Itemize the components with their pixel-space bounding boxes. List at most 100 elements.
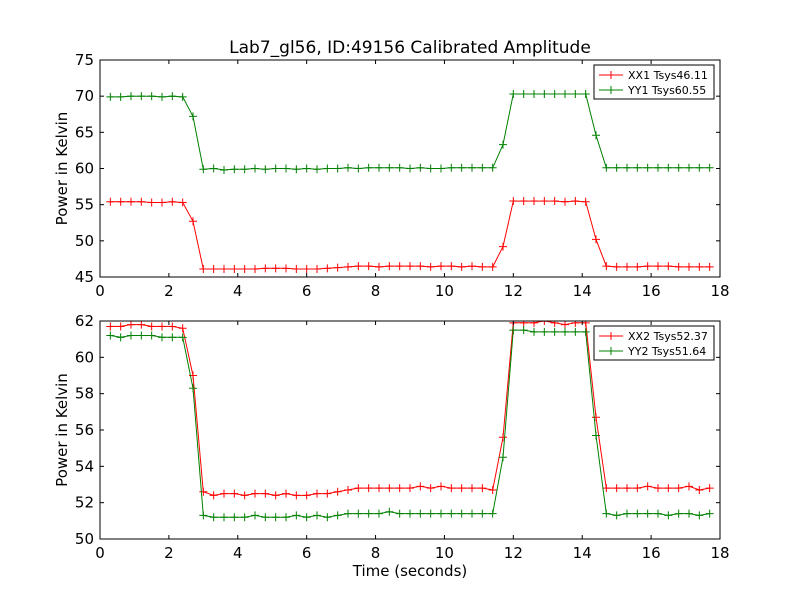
data-point xyxy=(116,333,125,342)
data-point xyxy=(592,431,600,440)
data-point xyxy=(654,484,662,493)
data-point xyxy=(364,484,373,493)
data-point xyxy=(685,482,693,491)
data-point xyxy=(416,163,425,172)
data-point xyxy=(158,333,166,342)
data-point xyxy=(468,163,476,172)
x-tick-label: 2 xyxy=(164,282,174,300)
data-point xyxy=(488,262,497,271)
data-point xyxy=(623,262,631,271)
x-tick-label: 10 xyxy=(435,282,454,300)
y-tick-label: 58 xyxy=(75,385,94,403)
x-tick-label: 2 xyxy=(164,544,174,562)
data-point xyxy=(623,163,631,172)
data-point xyxy=(271,164,280,173)
data-point xyxy=(654,163,662,172)
figure-title: Lab7_gl56, ID:49156 Calibrated Amplitude xyxy=(229,38,591,58)
data-point xyxy=(178,333,187,342)
data-point xyxy=(602,509,611,518)
data-point xyxy=(499,140,507,149)
data-point xyxy=(385,507,394,516)
data-point xyxy=(550,197,559,206)
legend-marker xyxy=(607,347,615,355)
data-point xyxy=(127,92,135,101)
data-point xyxy=(447,484,456,493)
x-tick-label: 10 xyxy=(435,544,454,562)
x-tick-label: 8 xyxy=(371,544,381,562)
data-point xyxy=(251,489,259,498)
data-point xyxy=(147,198,156,207)
data-point xyxy=(333,511,342,520)
data-point xyxy=(602,484,611,493)
data-point xyxy=(612,163,621,172)
data-point xyxy=(168,322,177,331)
data-point xyxy=(457,484,466,493)
data-point xyxy=(344,485,352,494)
data-point xyxy=(499,453,507,462)
data-point xyxy=(137,197,146,206)
data-point xyxy=(406,262,414,271)
data-point xyxy=(282,264,290,273)
data-point xyxy=(499,433,507,442)
data-point xyxy=(292,511,301,520)
data-point xyxy=(292,165,301,174)
data-point xyxy=(137,321,146,329)
data-point xyxy=(364,509,373,518)
data-point xyxy=(447,262,456,271)
data-point xyxy=(375,484,383,493)
data-point xyxy=(261,264,270,273)
data-point xyxy=(705,163,714,172)
data-point xyxy=(633,509,642,518)
data-point xyxy=(302,491,311,500)
data-point xyxy=(426,164,435,173)
data-point xyxy=(189,217,197,226)
data-point xyxy=(426,484,435,493)
data-point xyxy=(292,491,301,500)
data-point xyxy=(240,513,249,522)
data-point xyxy=(468,484,476,493)
data-point xyxy=(230,489,239,498)
data-point xyxy=(344,262,352,271)
data-point xyxy=(457,262,466,271)
legend-box xyxy=(593,325,715,361)
data-point xyxy=(685,262,693,271)
data-point xyxy=(643,262,652,271)
data-point xyxy=(581,89,590,98)
data-point xyxy=(364,262,373,271)
data-point xyxy=(168,197,177,206)
data-point xyxy=(664,484,673,493)
data-point xyxy=(561,327,569,336)
series-layer xyxy=(106,321,714,522)
data-point xyxy=(478,509,487,518)
data-point xyxy=(468,262,476,271)
data-point xyxy=(540,327,549,336)
data-point xyxy=(581,197,590,206)
data-point xyxy=(395,509,404,518)
data-point xyxy=(519,326,528,335)
data-point xyxy=(695,163,704,172)
data-point xyxy=(354,484,363,493)
data-point xyxy=(612,484,621,493)
data-point xyxy=(261,489,270,498)
x-tick-label: 14 xyxy=(573,282,592,300)
data-point xyxy=(354,262,363,271)
y-axis-label: Power in Kelvin xyxy=(53,112,71,226)
data-point xyxy=(137,92,146,101)
x-tick-label: 18 xyxy=(710,282,729,300)
data-point xyxy=(199,487,208,496)
data-point xyxy=(292,265,301,274)
data-point xyxy=(137,331,146,340)
data-point xyxy=(251,511,259,520)
data-point xyxy=(437,262,445,271)
data-point xyxy=(695,485,704,494)
x-axis-label: Time (seconds) xyxy=(352,562,468,580)
data-point xyxy=(127,197,135,206)
data-point xyxy=(540,321,549,325)
data-point xyxy=(323,264,332,273)
data-point xyxy=(116,322,125,331)
data-point xyxy=(478,484,487,493)
data-point xyxy=(685,509,693,518)
data-point xyxy=(375,262,383,271)
data-point xyxy=(313,265,321,274)
